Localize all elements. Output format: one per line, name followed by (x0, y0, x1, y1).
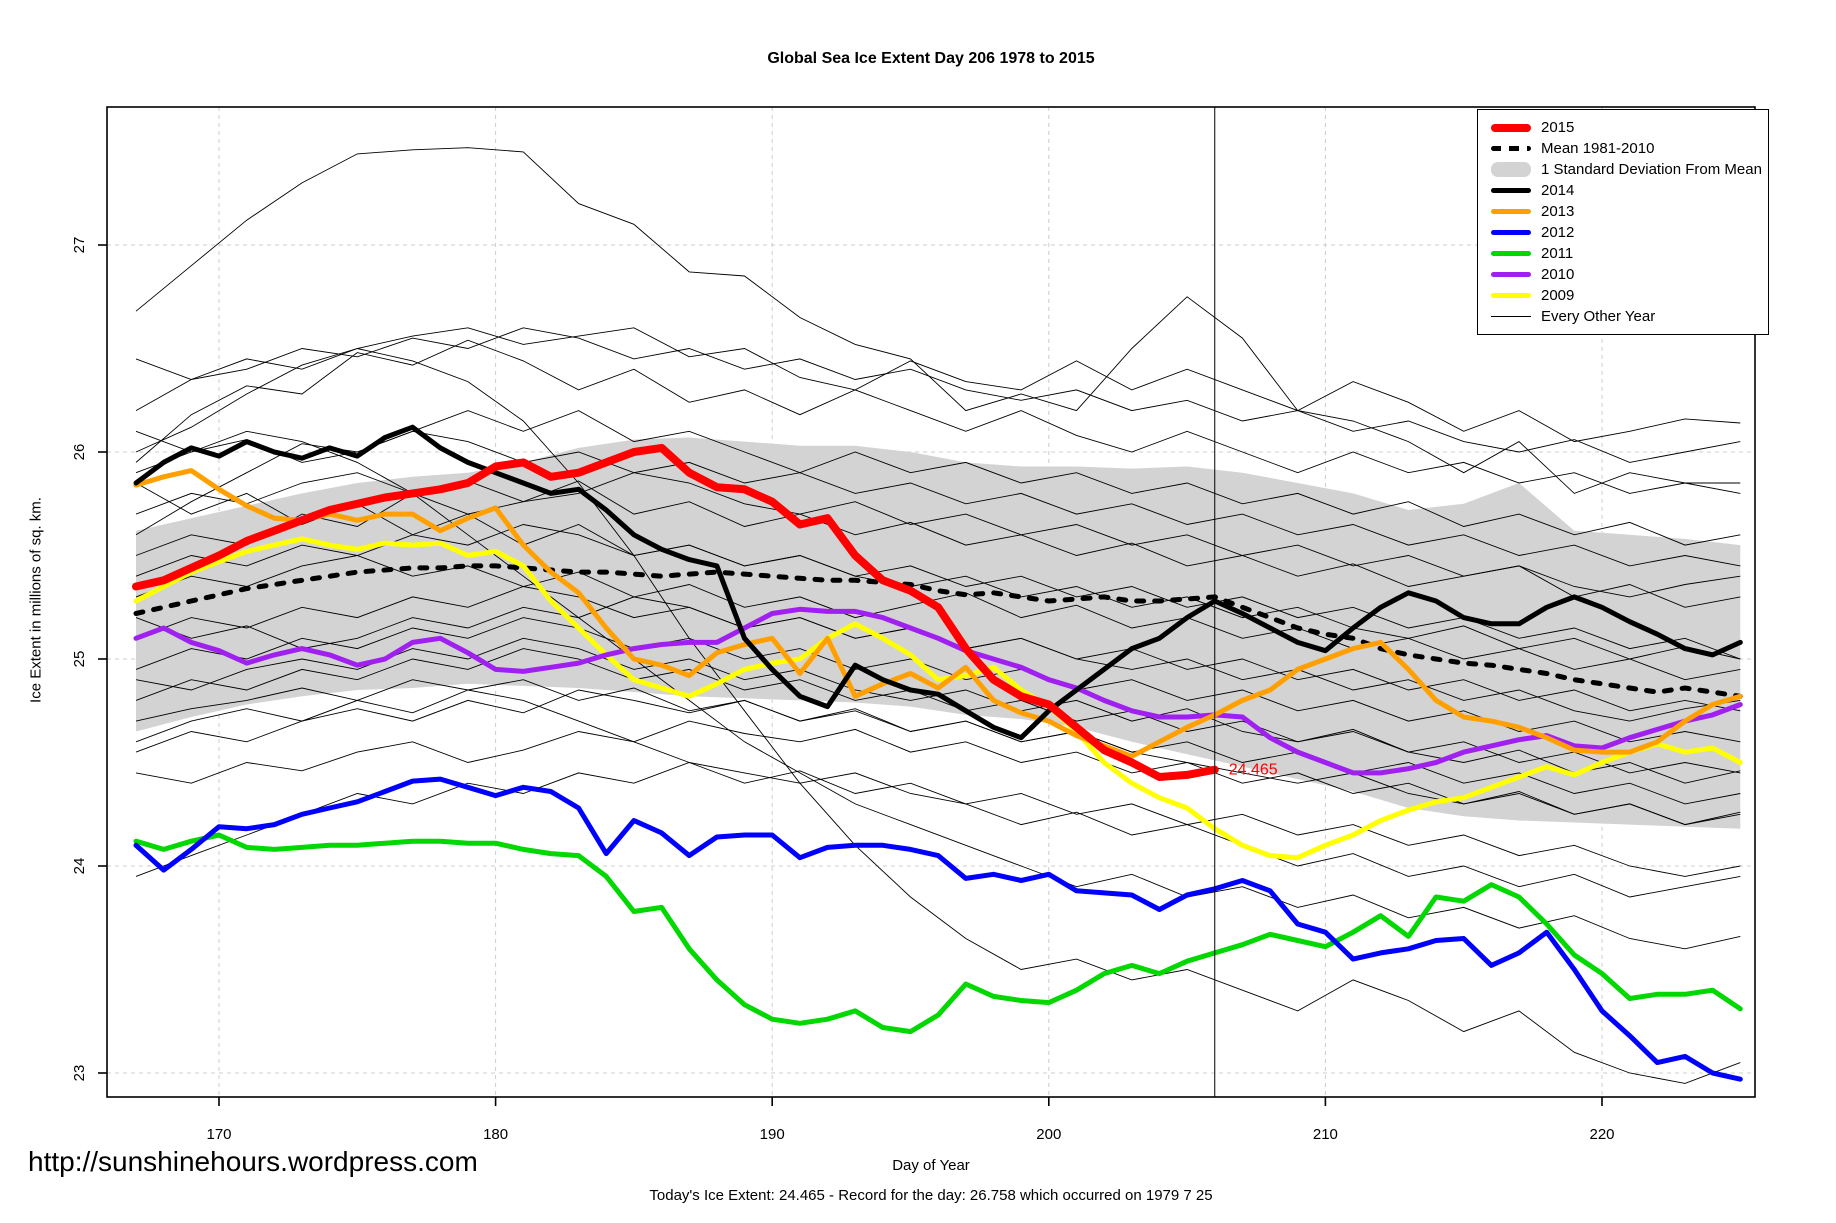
y-tick-label: 23 (71, 1065, 88, 1082)
x-tick-label: 180 (483, 1126, 508, 1143)
legend-label: 2014 (1541, 182, 1575, 199)
legend-swatch-thin (1491, 315, 1531, 318)
legend-swatch-band (1491, 162, 1531, 177)
legend-item-2014: 2014 (1478, 180, 1768, 201)
series-2011-line (133, 832, 1743, 1035)
legend-label: 2009 (1541, 287, 1575, 304)
other-year-line-22 (135, 762, 1741, 877)
x-tick-label: 190 (760, 1126, 785, 1143)
legend-item-2010: 2010 (1478, 264, 1768, 285)
footer-note: Today's Ice Extent: 24.465 - Record for … (649, 1187, 1213, 1204)
legend-item-2013: 2013 (1478, 201, 1768, 222)
series-2014-line (133, 424, 1743, 741)
chart-legend: 2015 Mean 1981-2010 1 Standard Deviation F… (1477, 109, 1769, 335)
other-year-line-6 (135, 555, 1741, 681)
legend-label: 2012 (1541, 224, 1575, 241)
series-2013-line (133, 468, 1743, 759)
legend-label: 2011 (1541, 245, 1574, 262)
y-axis-label: Ice Extent in millions of sq. km. (27, 497, 45, 703)
legend-label: 2013 (1541, 203, 1575, 220)
chart-title: Global Sea Ice Extent Day 206 1978 to 20… (767, 50, 1095, 67)
x-tick-label: 170 (206, 1126, 231, 1143)
y-tick-label: 24 (71, 858, 88, 875)
other-year-line-13 (135, 430, 1741, 950)
legend-swatch-line (1491, 272, 1531, 277)
legend-label: 1 Standard Deviation From Mean (1541, 161, 1762, 178)
series-2009-line (133, 536, 1743, 861)
legend-label: Mean 1981-2010 (1541, 140, 1655, 157)
series-2012-line (133, 776, 1743, 1082)
site-url: http://sunshinehours.wordpress.com (28, 1146, 478, 1177)
other-year-line-15 (135, 679, 1741, 826)
legend-swatch-line (1491, 293, 1531, 298)
other-year-line-16 (135, 472, 1741, 598)
x-tick-label: 210 (1313, 1126, 1338, 1143)
std-deviation-band (136, 437, 1741, 829)
other-year-line-8 (135, 617, 1741, 743)
other-year-line-1 (135, 327, 1741, 453)
legend-label: Every Other Year (1541, 308, 1656, 325)
current-value-annotation: 24.465 (1229, 762, 1278, 779)
series-2015-line (132, 443, 1219, 781)
legend-item-2009: 2009 (1478, 285, 1768, 306)
other-year-line-20 (135, 327, 1741, 463)
y-tick-label: 27 (71, 237, 88, 254)
mean-line (133, 563, 1743, 699)
legend-swatch-line (1491, 209, 1531, 214)
other-year-line-0 (135, 147, 1741, 494)
x-tick-label: 220 (1589, 1126, 1614, 1143)
plot-border (106, 106, 1756, 1098)
other-year-line-12 (135, 348, 1741, 1084)
legend-item-2011: 2011 (1478, 243, 1768, 264)
legend-label: 2010 (1541, 266, 1575, 283)
x-axis-label: Day of Year (892, 1157, 970, 1174)
legend-item-mean-1981-2010: Mean 1981-2010 (1478, 138, 1768, 159)
other-year-line-14 (135, 689, 1741, 898)
other-year-line-2 (135, 339, 1741, 494)
legend-item-1-standard-deviation-from-mean: 1 Standard Deviation From Mean (1478, 159, 1768, 180)
other-year-line-21 (135, 524, 1741, 660)
x-tick-label: 200 (1036, 1126, 1061, 1143)
legend-label: 2015 (1541, 119, 1575, 136)
legend-swatch-line (1491, 251, 1531, 256)
legend-item-2015: 2015 (1478, 117, 1768, 138)
other-year-line-17 (135, 430, 1741, 567)
legend-item-every-other-year: Every Other Year (1478, 306, 1768, 327)
other-year-line-9 (135, 648, 1741, 774)
legend-swatch-line (1491, 188, 1531, 193)
y-tick-label: 25 (71, 651, 88, 668)
series-2010-line (133, 606, 1743, 776)
legend-swatch-line (1491, 230, 1531, 235)
axis-ticks: 170 180 190 200 210 220 23 24 25 26 27 (71, 237, 1615, 1143)
legend-swatch-dashed (1491, 146, 1531, 151)
y-tick-label: 26 (71, 444, 88, 461)
legend-item-2012: 2012 (1478, 222, 1768, 243)
legend-swatch-thick (1491, 123, 1531, 132)
